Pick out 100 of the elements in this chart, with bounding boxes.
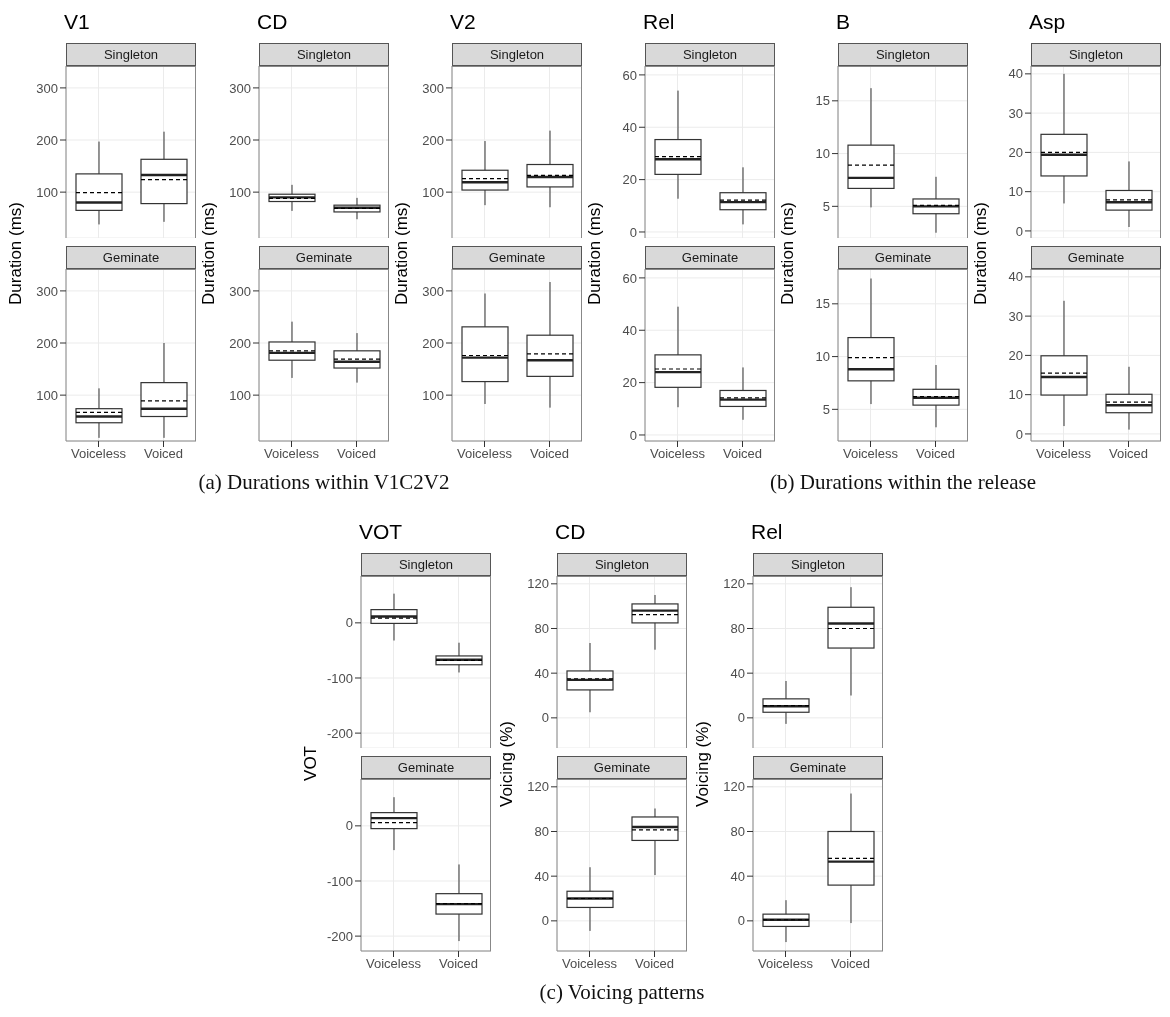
y-tick-label: 120 [723,779,745,795]
chart-subtitle: Geminate [645,246,775,269]
x-tick-label: Voiceless [1036,446,1092,462]
y-axis-title: Voicing (%) [693,720,713,807]
y-tick-label: 0 [1015,426,1023,442]
chart-subtitle: Singleton [645,43,775,66]
text: (a) Durations within V1C2V2 [197,470,451,495]
y-tick-label: 300 [36,283,58,299]
x-tick-label: Voiced [529,446,570,462]
y-tick-label: -100 [326,873,353,889]
y-tick-label: 300 [229,80,251,96]
y-tick-label: 300 [36,80,58,96]
y-tick-label: 10 [1008,387,1023,403]
chart-subtitle: Singleton [259,43,389,66]
chart-title: Asp [1029,10,1066,34]
x-tick-label: Voiced [438,956,479,972]
y-axis-title: Duration (ms) [6,202,26,305]
chart-subtitle: Singleton [452,43,582,66]
chart-subtitle: Singleton [753,553,883,576]
y-tick-label: 100 [229,184,251,200]
y-tick-label: 120 [527,576,549,592]
x-tick-label: Voiced [830,956,871,972]
y-tick-label: 200 [422,335,444,351]
x-tick-label: Voiced [915,446,956,462]
x-tick-label: Voiceless [562,956,618,972]
y-tick-label: 0 [629,427,637,443]
chart-subtitle: Geminate [66,246,196,269]
y-tick-label: 300 [422,283,444,299]
y-tick-label: 5 [822,198,830,214]
y-tick-label: 10 [815,146,830,162]
x-tick-label: Voiceless [758,956,814,972]
x-tick-label: Voiced [1108,446,1149,462]
y-tick-label: 100 [36,387,58,403]
chart-subtitle: Singleton [361,553,491,576]
y-tick-label: 80 [534,621,549,637]
chart-title: V2 [450,10,476,34]
x-tick-label: Voiceless [843,446,899,462]
x-tick-label: Voiced [143,446,184,462]
y-tick-label: 20 [622,172,637,188]
chart-title: Rel [643,10,675,34]
x-tick-label: Voiceless [264,446,320,462]
y-tick-label: 40 [534,665,549,681]
y-tick-label: 200 [422,132,444,148]
x-tick-label: Voiceless [71,446,127,462]
chart-subtitle: Geminate [361,756,491,779]
y-tick-label: 0 [629,224,637,240]
y-tick-label: 40 [1008,66,1023,82]
y-tick-label: 80 [534,824,549,840]
chart-subtitle: Geminate [753,756,883,779]
y-axis-title: Duration (ms) [971,202,991,305]
y-axis-title: Duration (ms) [199,202,219,305]
y-tick-label: 200 [229,335,251,351]
y-tick-label: 40 [534,868,549,884]
y-tick-label: -200 [326,725,353,741]
chart-subtitle: Singleton [838,43,968,66]
y-tick-label: 100 [422,387,444,403]
y-tick-label: 100 [36,184,58,200]
y-tick-label: 0 [541,913,549,929]
x-tick-label: Voiced [336,446,377,462]
chart-title: VOT [359,520,403,544]
chart-title: Rel [751,520,783,544]
y-tick-label: 100 [229,387,251,403]
y-tick-label: 40 [622,322,637,338]
y-tick-label: 0 [345,615,353,631]
y-tick-label: 120 [723,576,745,592]
y-tick-label: 300 [422,80,444,96]
chart-subtitle: Geminate [557,756,687,779]
y-tick-label: -100 [326,670,353,686]
y-tick-label: 100 [422,184,444,200]
y-tick-label: 15 [815,93,830,109]
y-axis-title: Duration (ms) [392,202,412,305]
y-tick-label: 40 [730,868,745,884]
chart-subtitle: Geminate [1031,246,1161,269]
y-tick-label: 20 [1008,145,1023,161]
y-tick-label: 30 [1008,105,1023,121]
chart-title: CD [555,520,586,544]
y-tick-label: 200 [229,132,251,148]
chart-title: B [836,10,851,34]
x-tick-label: Voiceless [650,446,706,462]
y-tick-label: 80 [730,824,745,840]
y-tick-label: 40 [622,119,637,135]
y-tick-label: 0 [541,710,549,726]
y-tick-label: 0 [737,710,745,726]
chart-subtitle: Singleton [557,553,687,576]
y-tick-label: 60 [622,270,637,286]
y-tick-label: 0 [737,913,745,929]
y-tick-label: 0 [345,818,353,834]
y-tick-label: 80 [730,621,745,637]
chart-subtitle: Geminate [259,246,389,269]
y-tick-label: 20 [622,375,637,391]
text: (b) Durations within the release [769,470,1037,495]
y-tick-label: 15 [815,296,830,312]
y-tick-label: 10 [1008,184,1023,200]
y-tick-label: 40 [1008,269,1023,285]
chart-title: CD [257,10,288,34]
y-tick-label: 300 [229,283,251,299]
x-tick-label: Voiceless [457,446,513,462]
chart-title: V1 [64,10,90,34]
y-tick-label: 40 [730,665,745,681]
y-axis-title: VOT [301,746,321,781]
